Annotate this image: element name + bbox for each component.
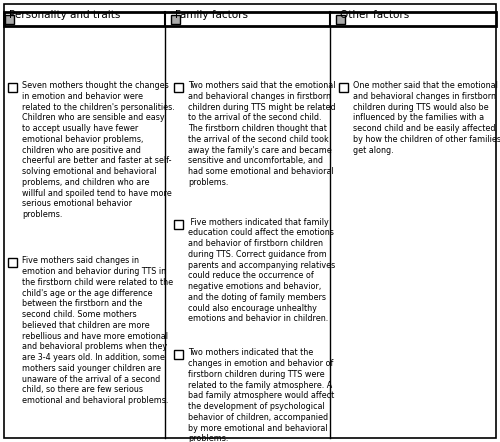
Bar <box>5 15 14 23</box>
Bar <box>4 12 496 26</box>
Bar <box>174 220 183 229</box>
Text: One mother said that the emotional
and behavioral changes in firstborn
children : One mother said that the emotional and b… <box>353 81 500 155</box>
Text: Two mothers indicated that the
changes in emotion and behavior of
firstborn chil: Two mothers indicated that the changes i… <box>188 348 334 442</box>
Bar <box>8 83 17 92</box>
Text: Family factors: Family factors <box>175 10 248 20</box>
Text: Seven mothers thought the changes
in emotion and behavior were
related to the ch: Seven mothers thought the changes in emo… <box>22 81 175 219</box>
Text: Five mothers said changes in
emotion and behavior during TTS in
the firstborn ch: Five mothers said changes in emotion and… <box>22 256 173 405</box>
Text: Two mothers said that the emotional
and behavioral changes in firstborn
children: Two mothers said that the emotional and … <box>188 81 336 187</box>
Bar <box>174 83 183 92</box>
Text: Other factors: Other factors <box>340 10 409 20</box>
Bar <box>339 83 348 92</box>
Bar <box>336 15 345 23</box>
Text: Five mothers indicated that family
education could affect the emotions
and behav: Five mothers indicated that family educa… <box>188 218 335 324</box>
Bar <box>174 350 183 359</box>
Text: Personality and traits: Personality and traits <box>9 10 120 20</box>
Bar <box>171 15 180 23</box>
Bar <box>8 259 17 267</box>
